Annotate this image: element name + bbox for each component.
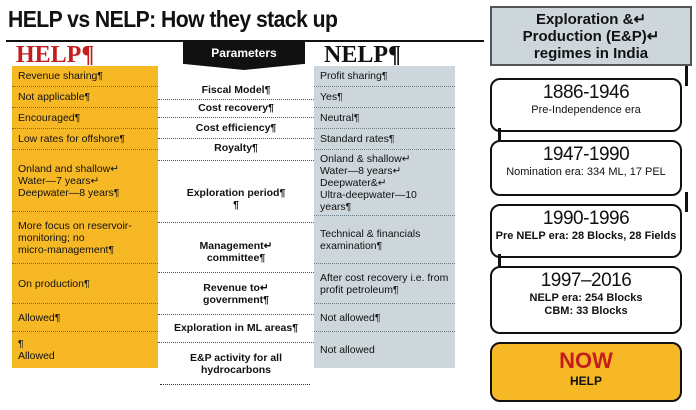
title-rule bbox=[6, 40, 484, 42]
nelp-cell: Onland & shallow↵ Water—8 years↵ Deepwat… bbox=[314, 150, 455, 216]
nelp-cell: Not allowed bbox=[320, 344, 375, 356]
era-label: NELP era: 254 Blocks bbox=[529, 292, 643, 304]
help-cell: Revenue sharing¶ bbox=[12, 66, 158, 87]
param-cell: Exploration period¶ ¶ bbox=[186, 187, 286, 211]
connector bbox=[498, 128, 688, 148]
era-box: 1997–2016 NELP era: 254 Blocks CBM: 33 B… bbox=[490, 266, 682, 334]
help-cell: ¶ Allowed bbox=[18, 338, 55, 362]
nelp-header: NELP¶ bbox=[324, 42, 401, 68]
divider bbox=[158, 342, 314, 343]
divider bbox=[158, 222, 314, 223]
help-cell: Not applicable¶ bbox=[12, 87, 158, 108]
nelp-cell: Yes¶ bbox=[314, 87, 455, 108]
param-cell: Royalty¶ bbox=[214, 142, 258, 154]
era-label: Pre NELP era: 28 Blocks, 28 Fields bbox=[495, 230, 677, 242]
parameters-tag: Parameters bbox=[183, 42, 305, 70]
regimes-panel: Exploration &↵ Production (E&P)↵ regimes… bbox=[482, 0, 696, 410]
param-cell: Management↵ committee¶ bbox=[199, 240, 273, 264]
era-box: 1990-1996 Pre NELP era: 28 Blocks, 28 Fi… bbox=[490, 204, 682, 258]
help-cell: Onland and shallow↵ Water—7 years↵ Deepw… bbox=[12, 150, 158, 212]
nelp-column: Profit sharing¶ Yes¶ Neutral¶ Standard r… bbox=[314, 66, 455, 368]
connector bbox=[498, 66, 688, 86]
param-cell: E&P activity for all hydrocarbons bbox=[189, 352, 282, 376]
help-cell: Allowed¶ bbox=[12, 304, 158, 332]
help-header: HELP¶ bbox=[16, 42, 95, 68]
param-cell: Revenue to↵ government¶ bbox=[203, 282, 269, 306]
era-box: 1947-1990 Nomination era: 334 ML, 17 PEL bbox=[490, 140, 682, 196]
era-label: Nomination era: 334 ML, 17 PEL bbox=[506, 166, 666, 178]
era-years: 1990-1996 bbox=[542, 208, 630, 229]
param-cell: Fiscal Model¶ bbox=[201, 84, 271, 96]
divider bbox=[158, 117, 314, 118]
nelp-cell: Profit sharing¶ bbox=[314, 66, 455, 87]
era-years: 1997–2016 bbox=[540, 270, 632, 291]
bottom-rule bbox=[160, 384, 310, 385]
era-years: 1886-1946 bbox=[542, 82, 630, 103]
help-cell: More focus on reservoir- monitoring; no … bbox=[12, 212, 158, 264]
regimes-heading: Exploration &↵ Production (E&P)↵ regimes… bbox=[490, 6, 692, 66]
now-sub-label: HELP bbox=[569, 374, 602, 388]
help-cell: Encouraged¶ bbox=[12, 108, 158, 129]
connector bbox=[498, 254, 688, 274]
divider bbox=[158, 272, 314, 273]
page-title: HELP vs NELP: How they stack up bbox=[8, 6, 338, 32]
nelp-cell: Neutral¶ bbox=[314, 108, 455, 129]
divider bbox=[158, 314, 314, 315]
nelp-cell: Not allowed¶ bbox=[314, 304, 455, 332]
param-cell: Exploration in ML areas¶ bbox=[173, 322, 299, 334]
help-column: Revenue sharing¶ Not applicable¶ Encoura… bbox=[12, 66, 158, 368]
nelp-cell: Standard rates¶ bbox=[314, 129, 455, 150]
now-box: NOW HELP bbox=[490, 342, 682, 402]
era-label: Pre-Independence era bbox=[531, 104, 641, 116]
param-cell: Cost recovery¶ bbox=[198, 102, 274, 114]
help-cell: Low rates for offshore¶ bbox=[12, 129, 158, 150]
divider bbox=[158, 160, 314, 161]
connector bbox=[498, 192, 688, 212]
divider bbox=[158, 99, 314, 100]
param-cell: Cost efficiency¶ bbox=[195, 122, 277, 134]
now-label: NOW bbox=[559, 348, 613, 373]
era-label-secondary: CBM: 33 Blocks bbox=[544, 305, 628, 317]
help-cell: On production¶ bbox=[12, 264, 158, 304]
era-years: 1947-1990 bbox=[542, 144, 630, 165]
era-box: 1886-1946 Pre-Independence era bbox=[490, 78, 682, 132]
divider bbox=[158, 138, 314, 139]
nelp-cell: After cost recovery i.e. from profit pet… bbox=[314, 264, 455, 304]
nelp-cell: Technical & financials examination¶ bbox=[314, 216, 455, 264]
parameters-column: Fiscal Model¶ Cost recovery¶ Cost effici… bbox=[158, 66, 314, 382]
